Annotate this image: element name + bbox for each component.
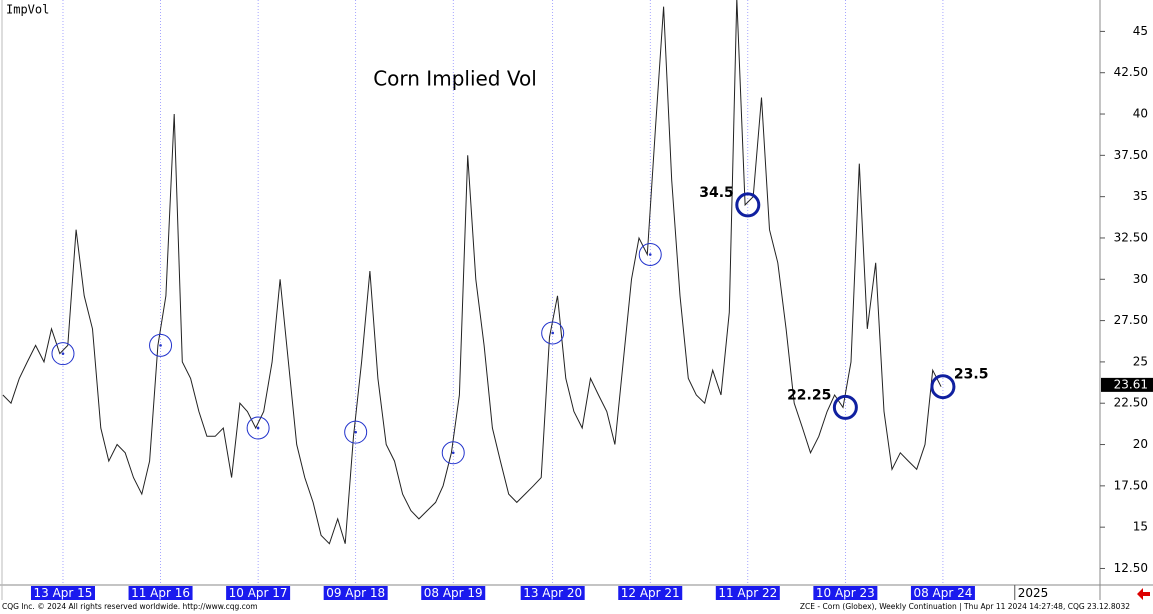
y-tick-label: 17.50 xyxy=(1114,478,1148,492)
y-tick-label: 45 xyxy=(1133,24,1148,38)
scroll-arrow[interactable] xyxy=(1137,588,1150,600)
x-tick-box xyxy=(520,586,585,600)
x-tick-box xyxy=(618,586,683,600)
marker-circle xyxy=(51,342,75,366)
y-tick-label: 15 xyxy=(1133,520,1148,534)
x-tick-label: 10 Apr 23 xyxy=(816,586,875,600)
x-tick-box xyxy=(323,586,388,600)
marker-dot xyxy=(648,253,652,256)
y-tick-label: 40 xyxy=(1133,107,1148,121)
y-tick-label: 20 xyxy=(1133,437,1148,451)
y-tick-label: 12.50 xyxy=(1114,561,1148,575)
x-tick-box xyxy=(813,586,878,600)
marker-circle xyxy=(638,242,662,266)
x-tick-box xyxy=(715,586,780,600)
marker-circle xyxy=(344,420,368,444)
y-axis-label: ImpVol xyxy=(6,3,49,17)
marker-dot xyxy=(551,331,554,335)
last-value-box xyxy=(1101,377,1153,392)
footer-right: ZCE - Corn (Globex), Weekly Continuation… xyxy=(800,602,1130,611)
marker-circle xyxy=(441,441,465,465)
x-tick-box xyxy=(30,586,95,600)
y-tick-label: 42.50 xyxy=(1114,65,1148,79)
footer-left: CQG Inc. © 2024 All rights reserved worl… xyxy=(2,602,258,611)
marker-dot xyxy=(354,430,357,434)
x-tick-label: 11 Apr 22 xyxy=(718,586,777,600)
marker-circle xyxy=(541,321,565,345)
x-tick-label: 08 Apr 24 xyxy=(913,586,972,600)
annotation-label: 34.5 xyxy=(699,185,734,201)
x-tick-box xyxy=(910,586,975,600)
last-value-label: 23.61 xyxy=(1114,377,1148,391)
annotation-circle xyxy=(930,374,956,400)
y-tick-label: 27.50 xyxy=(1114,313,1148,327)
x-tick-label: 11 Apr 16 xyxy=(131,586,190,600)
x-tick-label: 13 Apr 15 xyxy=(34,586,93,600)
marker-dot xyxy=(159,344,162,347)
marker-circle xyxy=(149,333,173,357)
x-tick-label: 13 Apr 20 xyxy=(523,586,582,600)
x-tick-box xyxy=(421,586,486,600)
y-tick-label: 25 xyxy=(1133,354,1148,368)
chart-title: Corn Implied Vol xyxy=(373,67,537,91)
x-tick-box xyxy=(226,586,291,600)
annotation-label: 23.5 xyxy=(954,367,989,383)
x-tick-label: 08 Apr 19 xyxy=(424,586,483,600)
x-tick-label: 12 Apr 21 xyxy=(621,586,680,600)
x-tick-box xyxy=(128,586,193,600)
y-tick-label: 37.50 xyxy=(1114,148,1148,162)
y-tick-label: 30 xyxy=(1133,272,1148,286)
y-tick-label: 22.50 xyxy=(1114,396,1148,410)
marker-circle xyxy=(246,416,270,440)
x-tick-label: 09 Apr 18 xyxy=(326,586,385,600)
annotation-circle xyxy=(832,394,858,420)
y-tick-label: 32.50 xyxy=(1114,230,1148,244)
marker-dot xyxy=(451,451,455,455)
x-tick-label: 10 Apr 17 xyxy=(229,586,288,600)
series-line xyxy=(2,0,942,545)
marker-dot xyxy=(256,426,260,430)
marker-dot xyxy=(61,352,65,355)
y-tick-label: 35 xyxy=(1133,189,1148,203)
annotation-circle xyxy=(735,192,761,218)
annotation-label: 22.25 xyxy=(787,387,831,403)
year-marker-label: 2025 xyxy=(1018,586,1049,600)
